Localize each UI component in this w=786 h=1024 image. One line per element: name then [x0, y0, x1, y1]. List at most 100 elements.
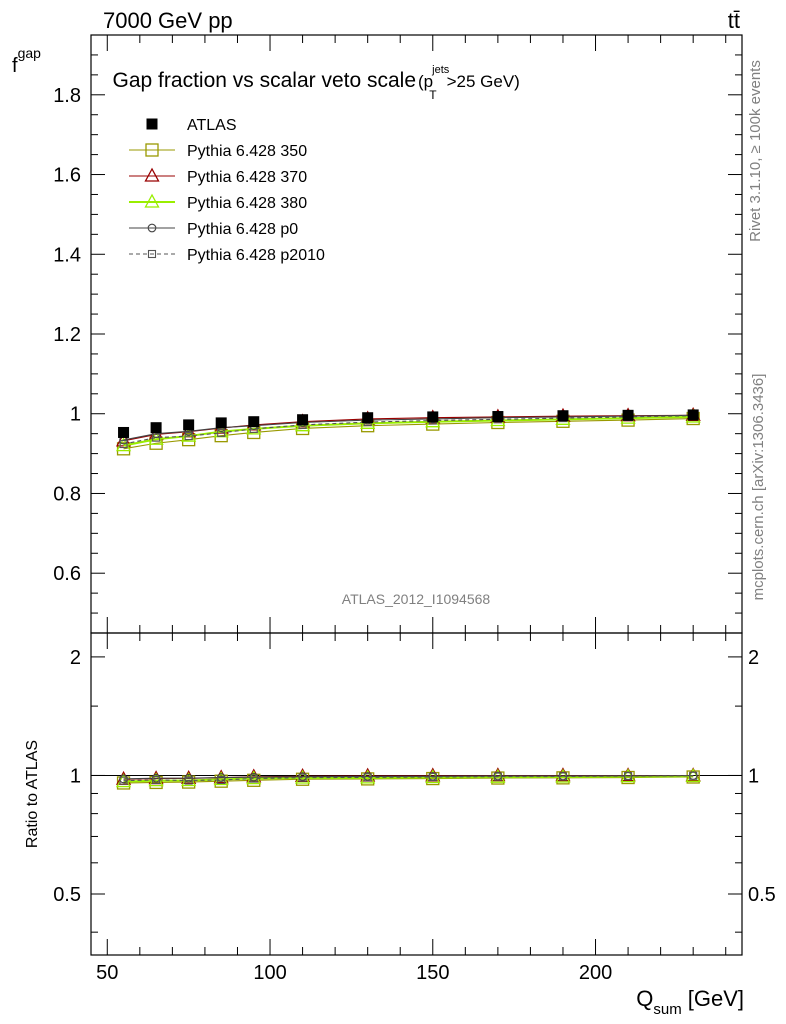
- main-y-tick-label: 1.6: [53, 165, 81, 187]
- legend-marker: [147, 223, 157, 233]
- chart-title: Gap fraction vs scalar veto scale: [113, 69, 416, 92]
- main-data-point: [427, 411, 439, 423]
- ratio-data-point: [119, 776, 128, 785]
- legend-entry: Pythia 6.428 p2010: [129, 247, 325, 264]
- ratio-y-axis-label: Ratio to ATLAS: [24, 740, 41, 848]
- main-series-line: [123, 415, 694, 445]
- ratio-data-point: [493, 772, 502, 781]
- main-y-tick-label: 1.4: [53, 244, 81, 266]
- main-data-point: [152, 433, 161, 442]
- main-series-line: [123, 414, 694, 441]
- main-data-point: [687, 409, 699, 421]
- legend-label: ATLAS: [187, 117, 237, 134]
- legend-entry: Pythia 6.428 350: [129, 143, 307, 160]
- main-data-point: [557, 410, 569, 422]
- legend-label: Pythia 6.428 380: [187, 195, 307, 212]
- y-axis-label-main: f: [12, 55, 18, 77]
- ratio-y-tick-label-right: 2: [748, 647, 759, 669]
- main-series: [115, 406, 701, 456]
- legend-entry: Pythia 6.428 380: [129, 193, 307, 212]
- main-data-point: [248, 416, 260, 428]
- main-y-tick-label: 0.6: [53, 563, 81, 585]
- ratio-x-ticks: 50 100 150 200: [96, 633, 727, 984]
- legend-label: Pythia 6.428 370: [187, 169, 307, 186]
- legend-marker: [145, 143, 159, 157]
- x-axis-label: Qsum [GeV]: [636, 986, 744, 1018]
- y-axis-label: fgap: [12, 45, 41, 77]
- main-y-tick-label: 1.2: [53, 324, 81, 346]
- title-cut-sup: jets: [431, 64, 450, 76]
- ratio-data-point: [689, 771, 698, 780]
- main-y-tick-label: 0.8: [53, 483, 81, 505]
- ratio-data-point: [217, 775, 226, 785]
- source-label: mcplots.cern.ch [arXiv:1306.3436]: [750, 374, 767, 601]
- legend-marker: [146, 118, 158, 130]
- x-axis-label-unit: [GeV]: [688, 986, 744, 1011]
- title-cut-rest: >25 GeV): [447, 72, 520, 91]
- main-data-point: [492, 411, 504, 423]
- ratio-frame: [90, 632, 743, 956]
- ratio-data-point: [428, 772, 437, 782]
- x-tick-label: 50: [96, 962, 118, 984]
- ratio-y-tick-label-right: 0.5: [748, 884, 776, 906]
- process-label: tt̄: [728, 8, 740, 33]
- legend: ATLAS Pythia 6.428 350 Pythia 6.428 370 Pyt…: [129, 117, 325, 264]
- legend-marker: [144, 193, 160, 208]
- main-data-point: [183, 419, 195, 431]
- ratio-y-ticks: 0.5 0.5 1 1 2 2: [53, 647, 776, 933]
- ratio-data-point: [298, 773, 307, 782]
- x-tick-label: 100: [253, 962, 286, 984]
- ratio-data-point: [558, 772, 568, 781]
- main-y-tick-label: 1.8: [53, 85, 81, 107]
- x-tick-label: 150: [416, 962, 449, 984]
- main-data-point: [150, 422, 162, 434]
- main-series-4: [119, 410, 698, 445]
- ratio-data-point: [363, 773, 372, 782]
- rivet-version-label: Rivet 3.1.10, ≥ 100k events: [747, 60, 764, 242]
- ratio-panel: 0.5 0.5 1 1 2 2 50 100 150 200 Ratio to ATLAS Qs…: [24, 632, 776, 1018]
- main-data-point: [118, 426, 130, 438]
- legend-label: Pythia 6.428 p2010: [187, 247, 325, 264]
- ratio-data-point: [249, 774, 258, 783]
- main-y-tick-label: 1: [70, 404, 81, 426]
- ratio-series: [115, 767, 701, 790]
- ratio-y-tick-label: 2: [70, 647, 81, 669]
- main-series-0: [118, 409, 699, 438]
- analysis-id: ATLAS_2012_I1094568: [342, 591, 491, 607]
- ratio-y-tick-label: 0.5: [53, 884, 81, 906]
- legend-entry: Pythia 6.428 370: [129, 167, 307, 186]
- title-cut: (pjets T>25 GeV): [418, 64, 520, 102]
- main-series-2: [115, 406, 701, 447]
- legend-marker: [147, 249, 157, 259]
- ratio-y-tick-label-right: 1: [748, 765, 759, 787]
- main-data-point: [622, 409, 634, 421]
- ratio-series-5: [119, 771, 698, 785]
- main-data-point: [215, 417, 227, 429]
- main-panel: 0.6 0.8 1 1.2 1.4 1.6 1.8 Gap fraction vs scal…: [12, 34, 743, 634]
- main-y-ticks: 0.6 0.8 1 1.2 1.4 1.6 1.8: [53, 34, 742, 634]
- ratio-data-point: [624, 772, 633, 781]
- energy-label: 7000 GeV pp: [103, 8, 233, 33]
- main-data-point: [217, 428, 226, 437]
- main-data-point: [184, 432, 193, 441]
- ratio-data-point: [152, 775, 161, 785]
- main-x-ticks: [106, 35, 727, 633]
- ratio-data-point: [184, 776, 193, 785]
- title-cut-sub: T: [429, 88, 437, 102]
- x-tick-label: 200: [579, 962, 612, 984]
- x-axis-label-sub: sum: [653, 1001, 681, 1018]
- title-cut-p: p: [424, 72, 433, 91]
- main-data-point: [297, 414, 309, 426]
- x-axis-label-main: Q: [636, 986, 653, 1011]
- legend-marker: [144, 167, 160, 182]
- main-data-point: [362, 412, 374, 424]
- y-axis-label-sub: gap: [18, 45, 42, 61]
- legend-label: Pythia 6.428 p0: [187, 221, 298, 238]
- ratio-y-tick-label: 1: [70, 765, 81, 787]
- legend-entry: ATLAS: [146, 117, 237, 134]
- main-series-line: [123, 415, 694, 447]
- legend-label: Pythia 6.428 350: [187, 143, 307, 160]
- ratio-series-line: [123, 775, 694, 782]
- legend-entry: Pythia 6.428 p0: [129, 221, 298, 238]
